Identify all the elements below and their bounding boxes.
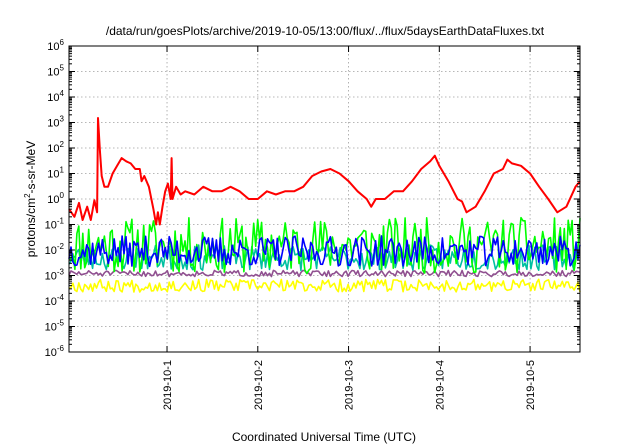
series-line	[68, 278, 581, 293]
series-line	[68, 216, 581, 275]
grid	[69, 46, 580, 352]
y-tick-label: 10-2	[45, 242, 65, 257]
y-tick-label: 106	[47, 38, 64, 53]
x-tick-label: 2019-10-2	[253, 360, 265, 410]
y-axis-label: protons/cm2-s-sr-MeV	[23, 141, 38, 257]
y-tick-label: 100	[47, 191, 64, 206]
y-tick-label: 10-3	[45, 268, 65, 283]
series-layer	[68, 117, 581, 293]
series-line	[68, 117, 581, 226]
y-tick-label: 104	[47, 89, 64, 104]
axes: 10-6 10-5 10-4 10-3 10-2 10-1 100 101 102 103 104 1…	[45, 38, 580, 410]
series-line	[68, 235, 581, 268]
x-tick-label: 2019-10-4	[434, 360, 446, 410]
x-axis-label: Coordinated Universal Time (UTC)	[232, 430, 416, 444]
series-line	[68, 244, 581, 272]
y-tick-label: 101	[47, 166, 64, 181]
y-tick-label: 10-5	[45, 319, 65, 334]
x-tick-label: 2019-10-1	[162, 360, 174, 410]
y-tick-label: 10-4	[45, 293, 65, 308]
series-line	[68, 269, 581, 278]
y-tick-label: 10-1	[45, 217, 65, 232]
y-tick-label: 102	[47, 140, 64, 155]
y-tick-label: 103	[47, 115, 64, 130]
y-tick-label: 10-6	[45, 344, 65, 359]
x-tick-label: 2019-10-3	[344, 360, 356, 410]
x-tick-label: 2019-10-5	[525, 360, 537, 410]
y-tick-label: 105	[47, 64, 64, 79]
chart-title: /data/run/goesPlots/archive/2019-10-05/1…	[106, 24, 545, 38]
